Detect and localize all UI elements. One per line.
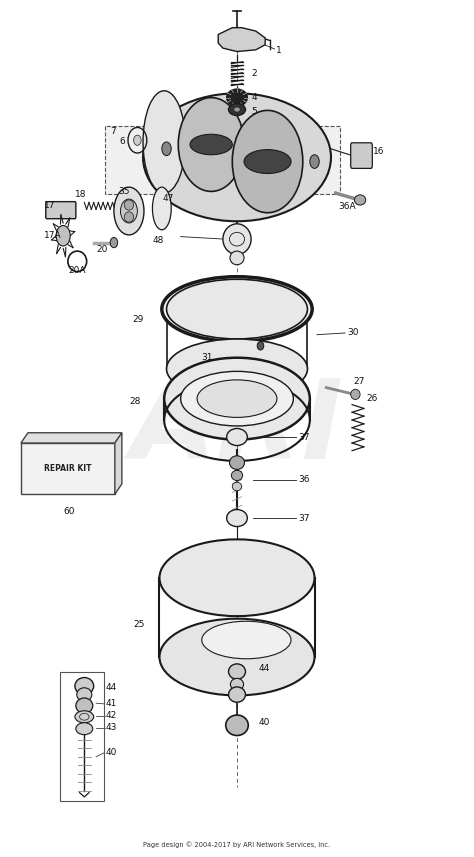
Text: 44: 44 [105, 683, 117, 692]
Ellipse shape [230, 679, 244, 691]
Text: 5: 5 [251, 107, 257, 116]
Ellipse shape [159, 539, 315, 616]
Text: 31: 31 [202, 353, 213, 363]
Ellipse shape [227, 89, 247, 106]
Text: 40: 40 [258, 718, 270, 728]
Ellipse shape [114, 187, 144, 235]
Ellipse shape [76, 698, 93, 713]
Ellipse shape [166, 279, 308, 339]
Text: 1: 1 [276, 46, 282, 55]
Text: 7: 7 [110, 127, 116, 136]
Ellipse shape [230, 251, 244, 265]
Text: 48: 48 [153, 237, 164, 245]
Text: 20A: 20A [68, 267, 85, 275]
Text: 40: 40 [105, 748, 117, 757]
Ellipse shape [164, 357, 310, 440]
Text: 17A: 17A [45, 231, 62, 240]
Text: 42: 42 [105, 711, 117, 721]
Text: 25: 25 [134, 620, 145, 629]
Ellipse shape [162, 142, 171, 156]
Ellipse shape [232, 111, 303, 213]
Ellipse shape [257, 341, 264, 350]
Ellipse shape [310, 155, 319, 168]
Text: 16: 16 [373, 147, 385, 156]
Text: ARI: ARI [130, 375, 344, 482]
Ellipse shape [228, 687, 246, 702]
Text: 29: 29 [133, 315, 144, 324]
Ellipse shape [232, 482, 242, 491]
Ellipse shape [178, 98, 244, 191]
Ellipse shape [228, 104, 246, 116]
Polygon shape [21, 443, 115, 494]
Ellipse shape [120, 199, 137, 223]
Text: Page design © 2004-2017 by ARI Network Services, Inc.: Page design © 2004-2017 by ARI Network S… [144, 842, 330, 848]
Ellipse shape [143, 91, 185, 193]
Text: 30: 30 [347, 328, 359, 338]
Text: 6: 6 [119, 137, 125, 147]
Text: 43: 43 [105, 723, 117, 733]
Polygon shape [218, 27, 265, 51]
Ellipse shape [56, 225, 70, 246]
Ellipse shape [75, 678, 94, 694]
Ellipse shape [181, 371, 293, 426]
Ellipse shape [234, 107, 240, 112]
Text: 20: 20 [96, 245, 108, 254]
Ellipse shape [110, 237, 118, 248]
Ellipse shape [143, 93, 331, 221]
Polygon shape [21, 433, 122, 443]
Ellipse shape [77, 688, 92, 701]
Ellipse shape [244, 150, 291, 173]
Text: 2: 2 [251, 69, 257, 78]
Ellipse shape [162, 277, 312, 341]
Ellipse shape [134, 135, 141, 146]
Text: 36A: 36A [338, 202, 356, 212]
Polygon shape [105, 126, 340, 194]
Text: 17: 17 [45, 201, 56, 210]
Ellipse shape [159, 619, 315, 695]
Polygon shape [115, 433, 122, 494]
Text: 18: 18 [75, 190, 86, 200]
Text: 4: 4 [251, 93, 257, 102]
FancyBboxPatch shape [351, 143, 372, 168]
Text: 44: 44 [258, 664, 269, 674]
Ellipse shape [351, 389, 360, 399]
Ellipse shape [166, 339, 308, 399]
Ellipse shape [231, 470, 243, 481]
Text: 37: 37 [298, 433, 310, 441]
Ellipse shape [202, 621, 291, 659]
Ellipse shape [227, 428, 247, 446]
Text: 60: 60 [63, 506, 75, 516]
Ellipse shape [75, 710, 94, 722]
Ellipse shape [229, 456, 245, 470]
Text: 27: 27 [354, 377, 365, 387]
Ellipse shape [190, 135, 232, 155]
Text: 47: 47 [163, 194, 174, 203]
Ellipse shape [226, 715, 248, 735]
Text: 37: 37 [298, 513, 310, 523]
Text: REPAIR KIT: REPAIR KIT [44, 464, 91, 473]
Ellipse shape [153, 187, 171, 230]
Text: 35: 35 [118, 187, 130, 196]
Text: 28: 28 [129, 397, 140, 405]
Ellipse shape [223, 224, 251, 255]
Ellipse shape [355, 195, 366, 205]
Ellipse shape [76, 722, 93, 734]
Text: 41: 41 [105, 699, 117, 709]
Text: 36: 36 [298, 475, 310, 484]
Ellipse shape [171, 284, 303, 335]
FancyBboxPatch shape [46, 201, 76, 219]
Ellipse shape [124, 212, 134, 222]
Ellipse shape [227, 510, 247, 526]
Ellipse shape [228, 664, 246, 680]
Ellipse shape [124, 200, 134, 210]
Ellipse shape [197, 380, 277, 417]
Text: 26: 26 [366, 394, 378, 403]
